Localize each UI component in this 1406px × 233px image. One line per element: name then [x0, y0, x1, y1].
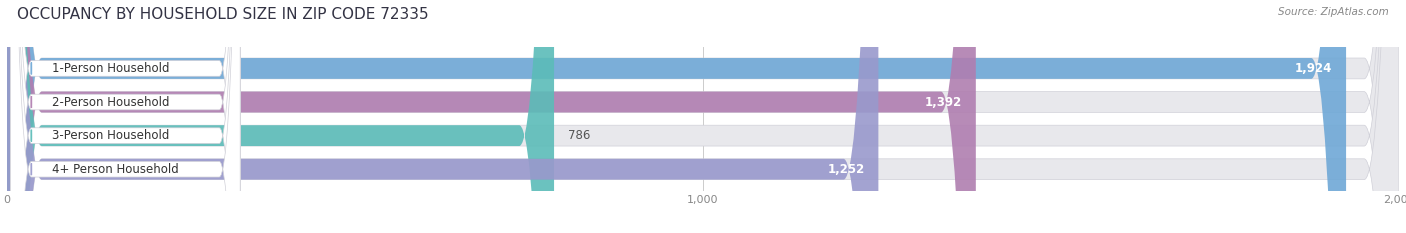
Text: 2-Person Household: 2-Person Household — [52, 96, 170, 109]
FancyBboxPatch shape — [10, 0, 240, 233]
FancyBboxPatch shape — [7, 0, 1399, 233]
FancyBboxPatch shape — [7, 0, 1399, 233]
FancyBboxPatch shape — [7, 0, 1399, 233]
Text: 3-Person Household: 3-Person Household — [52, 129, 170, 142]
FancyBboxPatch shape — [10, 0, 240, 233]
Text: 786: 786 — [568, 129, 591, 142]
Text: 1,252: 1,252 — [827, 163, 865, 176]
FancyBboxPatch shape — [10, 0, 240, 233]
Text: 1,392: 1,392 — [925, 96, 962, 109]
Text: OCCUPANCY BY HOUSEHOLD SIZE IN ZIP CODE 72335: OCCUPANCY BY HOUSEHOLD SIZE IN ZIP CODE … — [17, 7, 429, 22]
FancyBboxPatch shape — [10, 0, 240, 233]
FancyBboxPatch shape — [7, 0, 976, 233]
FancyBboxPatch shape — [7, 0, 879, 233]
Text: Source: ZipAtlas.com: Source: ZipAtlas.com — [1278, 7, 1389, 17]
Text: 1,924: 1,924 — [1295, 62, 1331, 75]
FancyBboxPatch shape — [7, 0, 1346, 233]
FancyBboxPatch shape — [7, 0, 1399, 233]
FancyBboxPatch shape — [7, 0, 554, 233]
Text: 4+ Person Household: 4+ Person Household — [52, 163, 179, 176]
Text: 1-Person Household: 1-Person Household — [52, 62, 170, 75]
